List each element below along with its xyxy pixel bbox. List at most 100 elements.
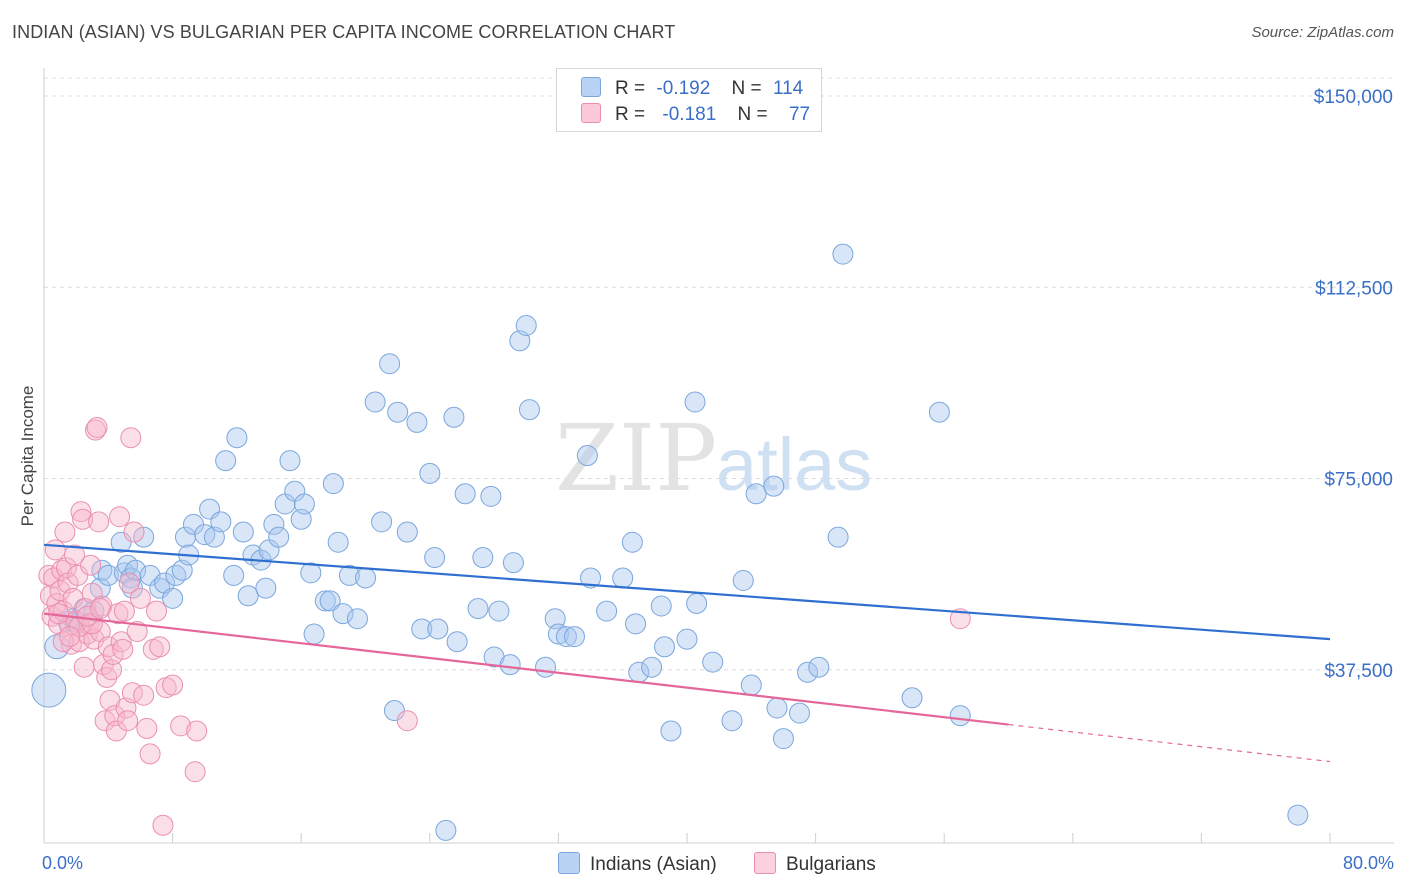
indian-point: [406, 411, 428, 433]
indian-point: [125, 559, 147, 581]
bulgarian-point: [118, 572, 140, 594]
r-label: R =: [615, 104, 646, 125]
n-value-bulgarians: 77: [788, 104, 811, 125]
indian-point: [702, 651, 724, 673]
bulgarian-point: [49, 580, 71, 602]
indian-point: [387, 401, 409, 423]
bulgarian-point: [59, 626, 81, 648]
indian-point: [319, 590, 341, 612]
r-label: R =: [615, 78, 646, 99]
indian-point: [303, 623, 325, 645]
indian-point: [686, 592, 708, 614]
correlation-legend: R = -0.192 N = 114 R = -0.181 N = 77: [556, 68, 822, 132]
bulgarian-point: [101, 659, 123, 681]
indian-point: [419, 462, 441, 484]
watermark: ZIP atlas: [555, 405, 872, 512]
legend-swatch-blue: [581, 77, 601, 97]
bulgarian-point: [76, 605, 98, 627]
series-indians-asian: [31, 243, 1309, 841]
indian-point: [547, 623, 569, 645]
indian-point: [660, 720, 682, 742]
series-legend: Indians (Asian) Bulgarians: [0, 852, 1406, 878]
indian-point: [454, 483, 476, 505]
indian-point: [263, 513, 285, 535]
indian-point: [515, 315, 537, 336]
indian-point: [232, 521, 254, 543]
legend-swatch-blue: [558, 852, 580, 874]
source-label: Source: ZipAtlas.com: [1251, 24, 1394, 41]
bulgarian-point: [54, 521, 76, 543]
y-tick-label: $150,000: [1314, 87, 1393, 108]
watermark-atlas: atlas: [716, 423, 872, 506]
bulgarian-trend-extension: [1008, 723, 1331, 763]
bulgarian-point: [133, 684, 155, 706]
indian-point: [300, 562, 322, 584]
indian-point: [653, 636, 675, 658]
indian-point: [832, 243, 854, 265]
x-label-right: 80.0%: [1342, 853, 1394, 873]
bulgarian-point: [126, 621, 148, 642]
bulgarian-point: [67, 564, 89, 586]
legend-item-bulgarians[interactable]: Bulgarians: [754, 852, 876, 876]
indian-point: [621, 531, 643, 553]
watermark-zip: ZIP: [555, 405, 717, 512]
indian-point: [772, 728, 794, 750]
bulgarian-point: [117, 710, 139, 732]
bulgarian-point: [123, 521, 145, 543]
indian-point: [435, 819, 457, 841]
bulgarian-point: [113, 600, 135, 622]
indian-point: [31, 672, 67, 708]
bulgarian-point: [70, 501, 92, 523]
n-label: N =: [737, 104, 768, 125]
indian-point: [467, 598, 489, 620]
indian-point: [684, 391, 706, 413]
bulgarian-point: [136, 717, 158, 739]
bulgarian-point: [86, 417, 108, 438]
legend-row-bulgarians: R = -0.181 N = 77: [581, 103, 810, 127]
indian-point: [797, 661, 819, 683]
bulgarian-point: [73, 656, 95, 678]
indian-point: [443, 406, 465, 428]
indian-point: [215, 450, 237, 472]
r-value-indians: -0.192: [656, 78, 711, 99]
bulgarian-point: [60, 633, 82, 655]
bulgarian-point: [88, 511, 110, 533]
indian-point: [279, 450, 301, 472]
indian-point: [332, 603, 354, 625]
legend-swatch-pink: [754, 852, 776, 874]
bulgarian-point: [112, 638, 134, 660]
bulgarian-point: [396, 710, 418, 732]
bulgarian-point: [170, 715, 192, 737]
indian-point: [379, 353, 401, 375]
indian-point: [808, 656, 830, 678]
bulgarian-point: [62, 587, 84, 609]
y-axis-title: Per Capita Income: [18, 385, 37, 527]
x-label-left: 0.0%: [42, 853, 84, 873]
indian-point: [1287, 804, 1309, 826]
legend-row-indians: R = -0.192 N = 114: [581, 77, 803, 101]
bulgarian-trend-line: [43, 612, 1009, 726]
indian-point: [721, 710, 743, 732]
bulgarian-point: [184, 761, 206, 783]
legend-item-indians[interactable]: Indians (Asian): [558, 852, 717, 876]
n-value-indians: 114: [772, 78, 804, 99]
indian-point: [580, 567, 602, 589]
indian-point: [411, 618, 433, 640]
indian-point: [763, 475, 785, 497]
bulgarian-point: [129, 587, 151, 609]
trend-lines: [43, 543, 1331, 763]
indian-point: [383, 700, 405, 722]
bulgarian-point: [56, 557, 78, 579]
legend-swatch-pink: [581, 103, 601, 123]
indian-point: [338, 564, 360, 586]
legend-label-bulgarians: Bulgarians: [786, 854, 876, 875]
bulgarian-point: [64, 544, 86, 566]
bulgarian-point: [152, 814, 174, 836]
indian-point: [364, 391, 386, 413]
bulgarian-point: [80, 554, 102, 576]
indian-point: [789, 702, 811, 724]
indian-point: [396, 521, 418, 543]
indian-trend-line: [43, 543, 1331, 641]
indian-point: [641, 656, 663, 678]
